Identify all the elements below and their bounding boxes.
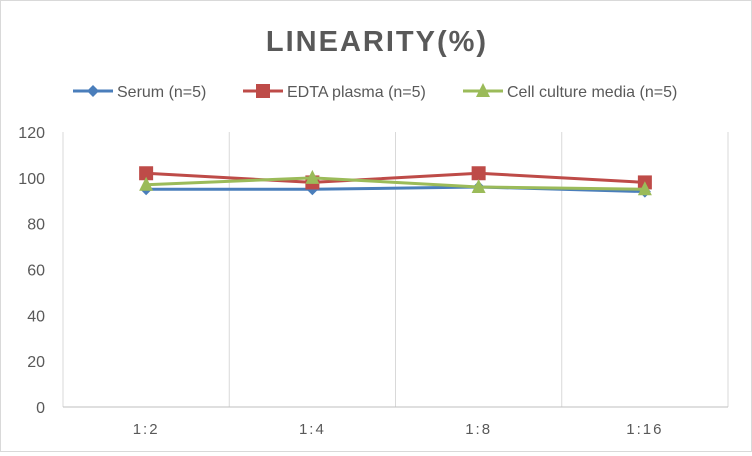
triangle-marker: [471, 179, 486, 193]
legend-label: EDTA plasma (n=5): [287, 84, 426, 101]
legend-label: Serum (n=5): [117, 84, 206, 101]
series-line: [146, 171, 645, 184]
y-tick-label: 60: [27, 263, 45, 280]
triangle-marker: [637, 181, 652, 196]
triangle-marker: [305, 169, 320, 184]
y-tick-label: 120: [18, 125, 45, 142]
x-tick-label: 1:16: [626, 421, 663, 438]
legend-item: EDTA plasma (n=5): [243, 84, 426, 101]
square-marker: [139, 166, 154, 181]
y-tick-label: 40: [27, 308, 45, 325]
diamond-marker: [87, 85, 99, 97]
y-tick-label: 0: [36, 400, 45, 417]
legend: Serum (n=5) EDTA plasma (n=5) Cell culture…: [73, 83, 677, 101]
y-tick-label: 80: [27, 217, 45, 234]
square-marker: [256, 84, 270, 98]
series-1: [139, 166, 652, 190]
legend-item: Serum (n=5): [73, 84, 206, 101]
triangle-marker: [476, 83, 490, 97]
series-group: [139, 166, 652, 198]
triangle-marker: [139, 176, 154, 191]
y-tick-label: 100: [18, 171, 45, 188]
x-tick-label: 1:2: [133, 421, 160, 438]
x-tick-label: 1:4: [299, 421, 326, 438]
chart-title: LINEARITY(%): [266, 26, 488, 58]
axes: 0 20 40 60 80 100 120 1:2 1:4 1:8 1:16: [18, 125, 729, 438]
x-tick-label: 1:8: [465, 421, 492, 438]
series-2: [139, 169, 652, 196]
square-marker: [471, 166, 486, 181]
y-tick-label: 20: [27, 354, 45, 371]
legend-label: Cell culture media (n=5): [507, 84, 677, 101]
series-line: [146, 176, 645, 191]
legend-item: Cell culture media (n=5): [463, 83, 677, 101]
